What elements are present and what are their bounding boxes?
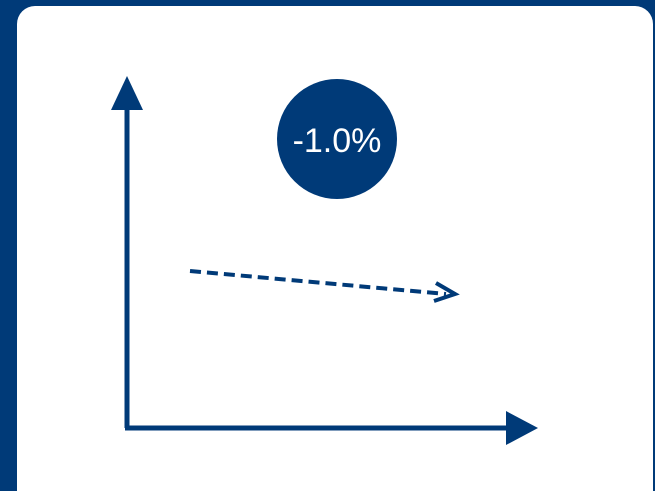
y-axis-arrowhead-icon — [111, 76, 143, 110]
trend-dashed-line — [189, 269, 447, 296]
x-axis-arrowhead-icon — [506, 411, 538, 445]
percentage-badge — [277, 79, 397, 199]
percentage-badge-label: -1.0% — [293, 122, 382, 160]
trend-arrowhead-icon — [433, 281, 460, 303]
